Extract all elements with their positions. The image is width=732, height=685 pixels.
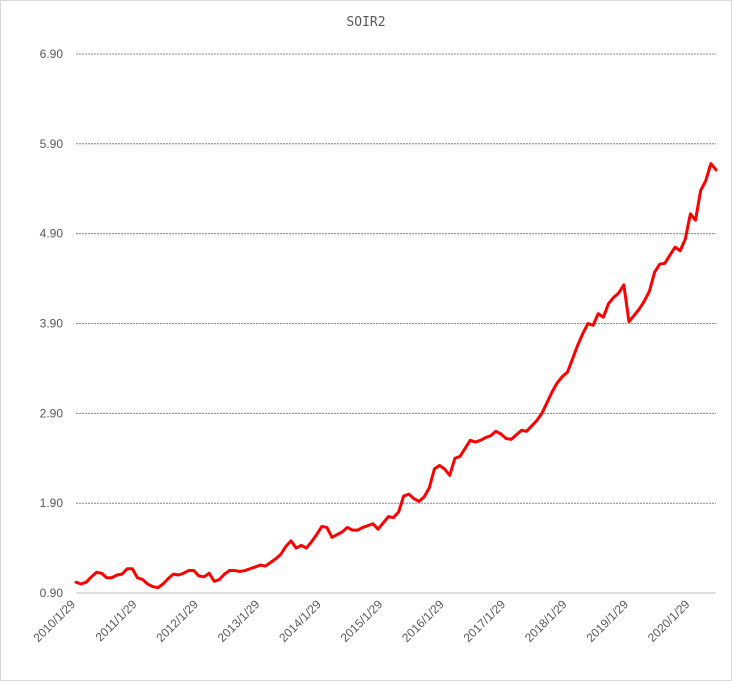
y-tick-label: 3.90 — [40, 317, 64, 331]
y-tick-label: 4.90 — [40, 227, 64, 241]
x-tick-label: 2010/1/29 — [30, 597, 78, 645]
gridlines — [76, 53, 716, 504]
x-tick-label: 2015/1/29 — [338, 597, 386, 645]
x-tick-label: 2020/1/29 — [645, 597, 693, 645]
x-tick-label: 2019/1/29 — [583, 597, 631, 645]
x-axis: 2010/1/29 2011/1/29 2012/1/29 2013/1/29 2014… — [30, 592, 716, 645]
y-tick-label: 6.90 — [40, 47, 64, 61]
x-tick-label: 2018/1/29 — [522, 597, 570, 645]
x-tick-label: 2011/1/29 — [93, 597, 140, 644]
y-tick-label: 2.90 — [40, 406, 64, 420]
x-tick-label: 2016/1/29 — [399, 597, 447, 645]
y-tick-label: 0.90 — [40, 586, 64, 600]
x-tick-label: 2017/1/29 — [461, 597, 509, 645]
y-axis: 0.90 1.90 2.90 3.90 4.90 5.90 6.90 — [40, 47, 64, 600]
plot-area — [74, 162, 718, 590]
y-tick-label: 5.90 — [40, 137, 64, 151]
y-tick-label: 1.90 — [40, 496, 64, 510]
chart-title: SOIR2 — [346, 15, 386, 30]
x-tick-label: 2012/1/29 — [153, 597, 201, 645]
series-line — [74, 162, 718, 590]
x-tick-label: 2013/1/29 — [215, 597, 263, 645]
x-tick-label: 2014/1/29 — [276, 597, 324, 645]
